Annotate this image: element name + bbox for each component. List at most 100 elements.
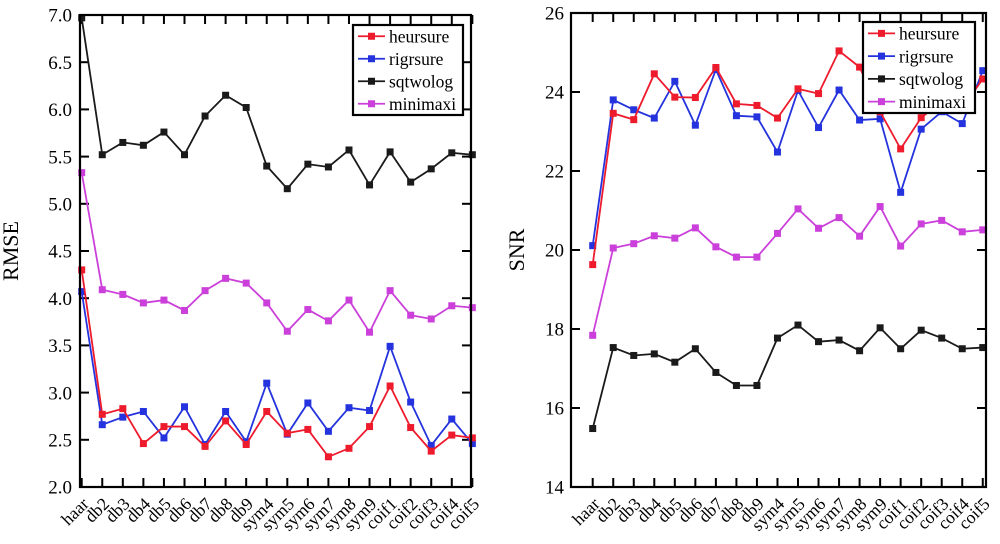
series-heursure	[78, 266, 476, 461]
data-point-rigrsure-sym9	[366, 407, 374, 415]
data-point-sqtwolog-coif2	[407, 178, 415, 186]
data-point-rigrsure-sym4	[773, 148, 781, 156]
data-point-sqtwolog-coif1	[386, 148, 394, 156]
data-point-heursure-coif2	[917, 114, 925, 122]
data-point-minimaxi-db6	[691, 224, 699, 232]
data-point-rigrsure-haar	[78, 288, 86, 296]
data-point-minimaxi-db2	[609, 244, 617, 252]
data-point-sqtwolog-coif3	[427, 165, 435, 173]
plot-frame	[78, 13, 473, 489]
y-tick-label: 20	[545, 241, 564, 262]
data-point-rigrsure-sym6	[815, 124, 823, 132]
data-point-minimaxi-db9	[753, 253, 761, 261]
legend-marker-minimaxi	[878, 98, 885, 106]
data-point-sqtwolog-sym5	[794, 321, 802, 329]
data-point-rigrsure-sym8	[856, 116, 864, 124]
series-line-rigrsure	[80, 291, 474, 448]
legend-marker-minimaxi	[368, 100, 375, 108]
series-sqtwolog	[78, 14, 476, 193]
data-point-rigrsure-sym4	[263, 379, 271, 387]
legend-label: heursure	[899, 24, 959, 44]
data-point-sqtwolog-coif5	[979, 344, 987, 352]
y-tick-label: 2.5	[48, 430, 72, 451]
y-tick-label: 24	[545, 83, 565, 104]
data-point-minimaxi-sym7	[835, 214, 843, 222]
data-point-sqtwolog-coif2	[917, 326, 925, 334]
data-point-heursure-sym5	[283, 429, 291, 437]
data-point-heursure-db4	[650, 70, 658, 78]
data-point-heursure-db2	[609, 109, 617, 117]
y-tick-label: 6.0	[48, 100, 72, 121]
data-point-minimaxi-sym9	[366, 328, 374, 336]
data-point-heursure-sym7	[835, 47, 843, 55]
data-point-rigrsure-coif4	[448, 415, 456, 423]
data-point-heursure-haar	[78, 266, 86, 274]
data-point-sqtwolog-sym6	[815, 338, 823, 346]
data-point-minimaxi-coif2	[917, 220, 925, 228]
y-tick-label: 5.5	[48, 147, 72, 168]
data-point-minimaxi-sym5	[283, 327, 291, 335]
data-point-minimaxi-coif3	[938, 216, 946, 224]
data-point-sqtwolog-sym7	[324, 163, 332, 171]
data-point-heursure-coif1	[897, 145, 905, 153]
data-point-rigrsure-db5	[160, 434, 168, 442]
data-point-heursure-sym6	[304, 425, 312, 433]
data-point-sqtwolog-sym5	[283, 185, 291, 193]
data-point-minimaxi-sym5	[794, 205, 802, 213]
legend-label: rigrsure	[899, 46, 954, 66]
legend-marker-rigrsure	[878, 52, 885, 60]
series-line-minimaxi	[80, 172, 473, 335]
data-point-heursure-coif2	[407, 424, 415, 432]
series-minimaxi	[78, 169, 476, 336]
data-point-minimaxi-db7	[712, 243, 720, 251]
data-point-minimaxi-db3	[630, 240, 638, 248]
data-point-rigrsure-haar	[589, 242, 597, 250]
plot-frame	[569, 11, 988, 489]
y-tick-label: 18	[545, 320, 564, 341]
data-point-minimaxi-db2	[98, 286, 106, 294]
y-tick-label: 22	[545, 162, 564, 183]
data-point-sqtwolog-db7	[201, 112, 209, 120]
snr-chart: 14 16 18 20 22 24 26 haar db2 db3 db4 db5 db6 db7 db8 d…	[500, 0, 1000, 544]
data-point-sqtwolog-db5	[671, 358, 679, 366]
data-point-rigrsure-db2	[98, 421, 106, 429]
y-tick-label: 2.0	[48, 478, 72, 499]
data-point-heursure-coif1	[386, 382, 394, 390]
data-point-rigrsure-coif3	[427, 441, 435, 449]
data-point-sqtwolog-coif3	[938, 334, 946, 342]
data-point-minimaxi-coif1	[386, 287, 394, 295]
series-line-heursure	[591, 49, 984, 265]
data-point-rigrsure-coif5	[979, 67, 987, 75]
data-point-minimaxi-coif5	[468, 304, 476, 312]
data-point-sqtwolog-db3	[119, 138, 127, 146]
series-sqtwolog	[589, 321, 987, 433]
legend-label: sqtwolog	[389, 71, 453, 91]
data-point-sqtwolog-sym8	[856, 347, 864, 355]
legend-marker-sqtwolog	[878, 75, 885, 83]
data-point-rigrsure-db6	[691, 121, 699, 129]
legend-marker-rigrsure	[368, 55, 375, 63]
data-point-heursure-db6	[181, 423, 188, 431]
data-point-rigrsure-db8	[222, 407, 230, 415]
data-point-minimaxi-coif3	[427, 315, 435, 323]
data-point-heursure-db3	[119, 405, 127, 413]
legend-marker-sqtwolog	[368, 77, 375, 85]
data-point-rigrsure-sym7	[835, 86, 843, 94]
data-point-sqtwolog-sym6	[304, 160, 312, 168]
data-point-heursure-sym5	[794, 85, 802, 93]
data-point-sqtwolog-sym4	[773, 334, 781, 342]
legend-box	[351, 23, 465, 117]
legend-label: sqtwolog	[899, 69, 963, 89]
data-point-sqtwolog-db6	[181, 151, 188, 159]
data-point-sqtwolog-db4	[650, 350, 658, 358]
data-point-rigrsure-db6	[181, 403, 188, 411]
y-tick-label: 3.5	[48, 336, 72, 357]
data-point-sqtwolog-db6	[691, 345, 699, 353]
data-point-sqtwolog-coif1	[897, 345, 905, 353]
data-point-minimaxi-sym4	[263, 299, 271, 307]
series-line-sqtwolog	[591, 323, 983, 429]
y-axis: 14 16 18 20 22 24 26	[545, 4, 986, 499]
legend-item-rigrsure: rigrsure	[358, 49, 444, 69]
data-point-minimaxi-coif4	[958, 228, 966, 236]
